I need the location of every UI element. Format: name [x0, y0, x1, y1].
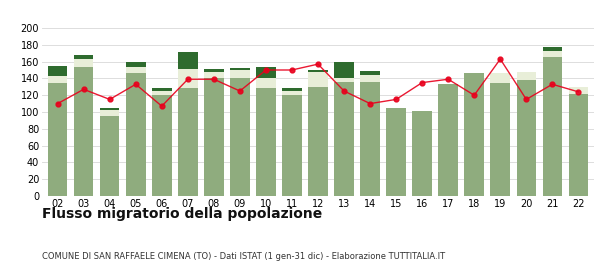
Bar [152, 88, 172, 91]
Bar [256, 78, 275, 88]
Bar [204, 72, 224, 78]
Bar [361, 75, 380, 82]
Bar [100, 108, 119, 110]
Bar [126, 73, 146, 196]
Bar [256, 88, 275, 196]
Bar [100, 110, 119, 116]
Bar [308, 70, 328, 72]
Bar [569, 87, 588, 94]
Bar [48, 83, 67, 196]
Bar [204, 78, 224, 196]
Bar [178, 69, 197, 88]
Bar [282, 95, 302, 196]
Bar [126, 67, 146, 73]
Bar [48, 76, 67, 83]
Bar [412, 111, 432, 196]
Bar [439, 84, 458, 196]
Bar [542, 47, 562, 51]
Bar [282, 88, 302, 91]
Bar [464, 73, 484, 196]
Text: COMUNE DI SAN RAFFAELE CIMENA (TO) - Dati ISTAT (1 gen-31 dic) - Elaborazione TU: COMUNE DI SAN RAFFAELE CIMENA (TO) - Dat… [42, 252, 445, 261]
Bar [334, 62, 354, 78]
Bar [256, 67, 275, 78]
Bar [334, 78, 354, 82]
Bar [517, 72, 536, 80]
Bar [74, 55, 94, 59]
Bar [126, 62, 146, 67]
Bar [308, 72, 328, 87]
Bar [100, 116, 119, 196]
Bar [74, 59, 94, 67]
Bar [204, 69, 224, 72]
Bar [334, 82, 354, 196]
Bar [74, 67, 94, 196]
Bar [569, 94, 588, 196]
Bar [491, 73, 510, 83]
Bar [152, 95, 172, 196]
Bar [542, 51, 562, 57]
Bar [491, 83, 510, 196]
Bar [386, 108, 406, 196]
Bar [48, 66, 67, 76]
Bar [152, 91, 172, 95]
Bar [361, 71, 380, 75]
Bar [361, 82, 380, 196]
Bar [542, 57, 562, 196]
Bar [178, 52, 197, 69]
Bar [230, 78, 250, 196]
Text: Flusso migratorio della popolazione: Flusso migratorio della popolazione [42, 207, 322, 221]
Bar [230, 68, 250, 70]
Bar [282, 91, 302, 95]
Bar [178, 88, 197, 196]
Bar [308, 87, 328, 196]
Bar [517, 80, 536, 196]
Bar [230, 70, 250, 78]
